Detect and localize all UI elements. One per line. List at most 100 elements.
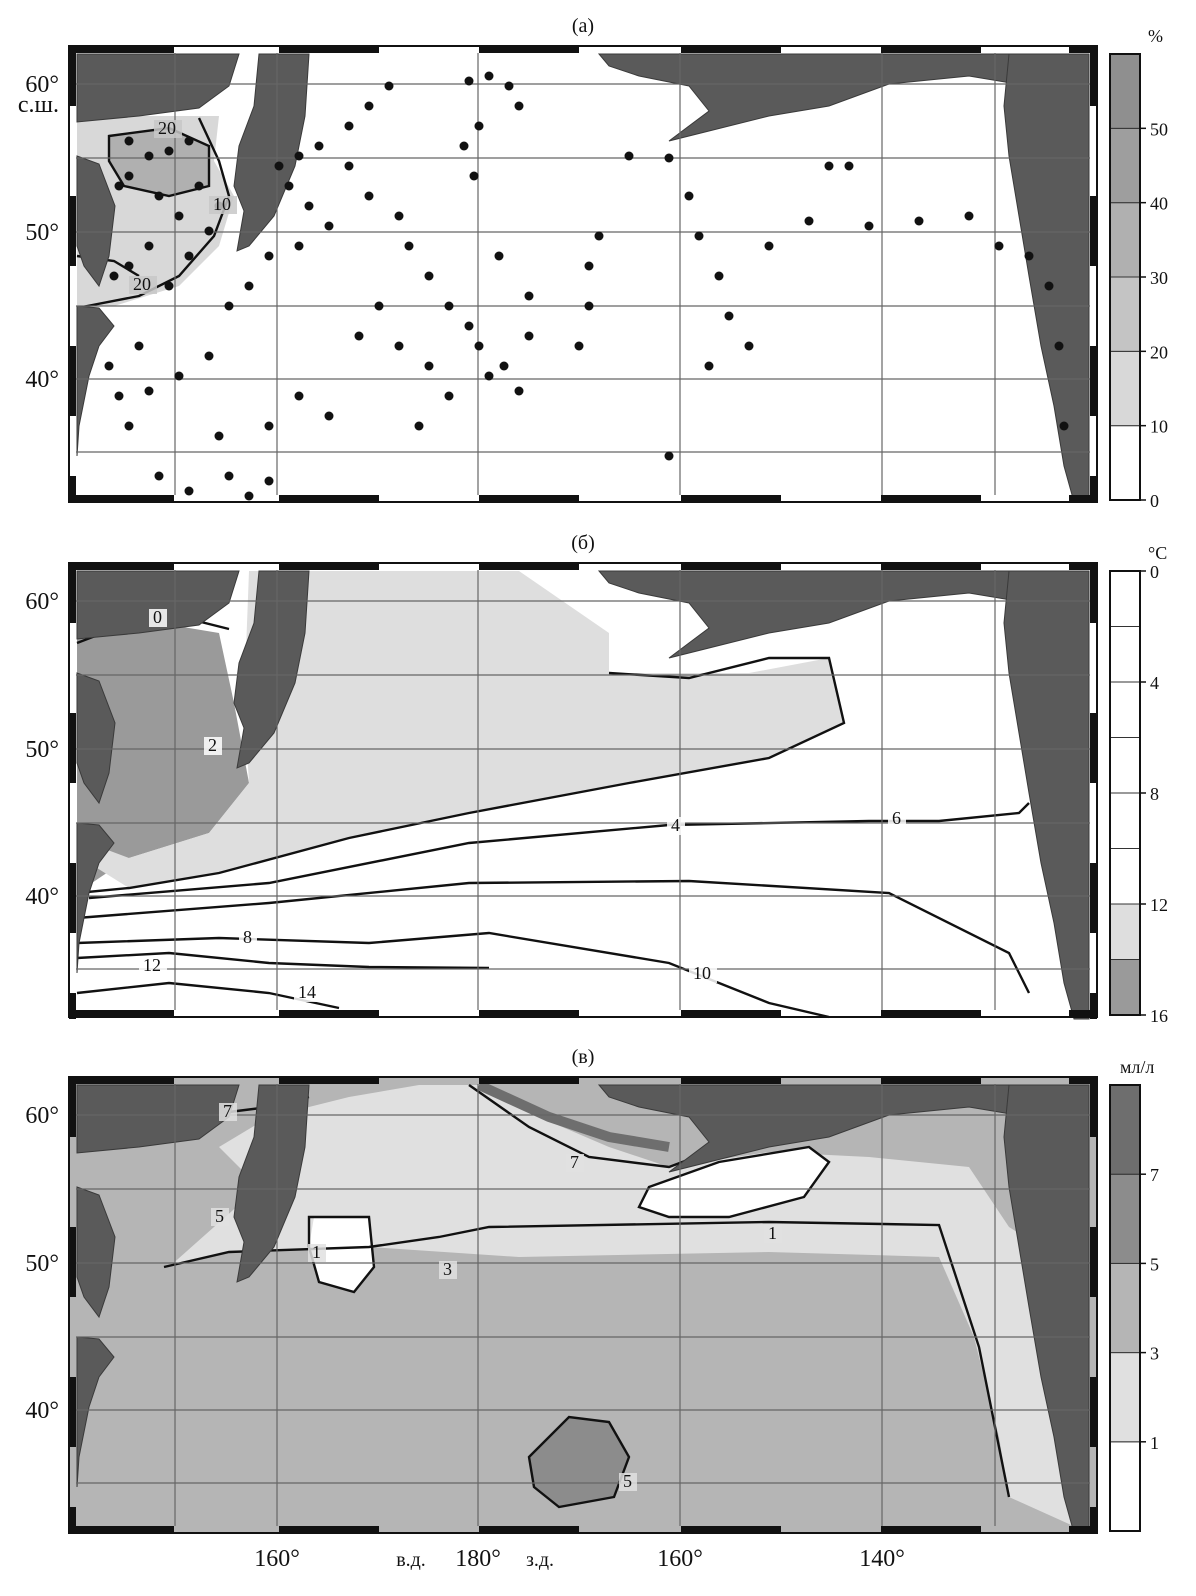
- land-kamchatka: [233, 1084, 310, 1283]
- station-dot: [584, 301, 594, 311]
- station-dot: [394, 341, 404, 351]
- station-dot: [284, 181, 294, 191]
- station-dot: [624, 151, 634, 161]
- legend-a: 0 10 20 30 40 50%: [1109, 26, 1168, 511]
- shading-lt1-west: [309, 1217, 374, 1292]
- lat-label: 40°: [25, 884, 59, 910]
- station-dot: [574, 341, 584, 351]
- station-dot: [274, 161, 284, 171]
- contour-label: 3: [443, 1259, 452, 1279]
- station-dot: [184, 486, 194, 496]
- legend-swatch: [1109, 127, 1141, 204]
- station-dot: [664, 153, 674, 163]
- station-dot: [264, 476, 274, 486]
- station-dot: [704, 361, 714, 371]
- land-japan: [76, 822, 115, 974]
- station-dot: [174, 211, 184, 221]
- contour-label: 0: [153, 607, 162, 627]
- station-dot: [684, 191, 694, 201]
- lat-label: 60°: [25, 72, 59, 98]
- station-dot: [144, 386, 154, 396]
- station-dot: [204, 226, 214, 236]
- lon-label: в.д.: [396, 1549, 426, 1571]
- legend-tick-label: 4: [1150, 673, 1159, 693]
- contour-label: 12: [143, 955, 161, 975]
- station-dot: [664, 451, 674, 461]
- lat-label: 40°: [25, 367, 59, 393]
- shading-gt5: [529, 1417, 629, 1507]
- land-asiaNW: [76, 53, 240, 123]
- station-dot: [494, 251, 504, 261]
- station-dot: [524, 331, 534, 341]
- station-dot: [804, 216, 814, 226]
- station-dot: [469, 171, 479, 181]
- legend-swatch: [1109, 959, 1141, 1016]
- contour-label: 20: [158, 118, 176, 138]
- station-dot: [744, 341, 754, 351]
- lat-label: 60°: [25, 589, 59, 615]
- legend-tick-label: 50: [1150, 119, 1168, 139]
- station-dot: [194, 181, 204, 191]
- station-dot: [414, 421, 424, 431]
- legend-tick-label: 0: [1150, 491, 1159, 511]
- legend-swatch: [1109, 1441, 1141, 1532]
- legend-swatch: [1109, 681, 1141, 738]
- station-dot: [1024, 251, 1034, 261]
- station-dot: [1044, 281, 1054, 291]
- land-asiaNW: [76, 1084, 240, 1154]
- lon-label: з.д.: [526, 1549, 554, 1571]
- land-sakhalin: [76, 1186, 116, 1319]
- station-dot: [584, 261, 594, 271]
- station-dot: [464, 76, 474, 86]
- station-dot: [504, 81, 514, 91]
- contour-label: 20: [133, 274, 151, 294]
- shading-0-2: [77, 623, 249, 893]
- lat-label: 50°: [25, 220, 59, 246]
- station-dot: [244, 281, 254, 291]
- station-dot: [1054, 341, 1064, 351]
- isoline-1-east: [637, 1145, 831, 1219]
- land-sakhalin: [76, 155, 116, 288]
- station-dot: [964, 211, 974, 221]
- station-dot: [104, 361, 114, 371]
- station-dot: [474, 341, 484, 351]
- legend-tick-label: 3: [1150, 1344, 1159, 1364]
- map-border: [68, 45, 1098, 503]
- isoline-3: [163, 1220, 1011, 1498]
- lon-label: 160°: [254, 1546, 300, 1572]
- station-dot: [484, 71, 494, 81]
- contour-label: 14: [298, 982, 316, 1002]
- legend-b: 0 4 8 12 16 °C: [1109, 543, 1168, 1026]
- station-dot: [724, 311, 734, 321]
- land-westcoast: [1003, 53, 1090, 503]
- legend-swatch: [1109, 425, 1141, 501]
- legend-swatch: [1109, 903, 1141, 960]
- legend-swatch: [1109, 626, 1141, 683]
- station-dot: [474, 121, 484, 131]
- station-dot: [764, 241, 774, 251]
- legend-tick-label: 1: [1150, 1433, 1159, 1453]
- isoline-10: [76, 931, 830, 1019]
- map-border: [68, 562, 1098, 1019]
- contour-label: 5: [623, 1471, 632, 1491]
- lat-label: с.ш.: [18, 92, 59, 118]
- map-panel-c: 7 7 5 1 1 3 5 (в) 60° 50° 40°: [25, 1046, 1098, 1534]
- legend-c: 1 3 5 7 мл/л: [1109, 1057, 1159, 1532]
- legend-unit: мл/л: [1120, 1057, 1154, 1077]
- contour-label: 7: [570, 1152, 579, 1172]
- station-dot: [224, 301, 234, 311]
- station-dot: [1059, 421, 1069, 431]
- station-dot: [264, 421, 274, 431]
- station-dot: [174, 371, 184, 381]
- station-dot: [164, 281, 174, 291]
- station-dot: [514, 386, 524, 396]
- legend-tick-label: 40: [1150, 194, 1168, 214]
- legend-tick-label: 5: [1150, 1254, 1159, 1274]
- legend-swatch: [1109, 570, 1141, 627]
- shading-20-30: [109, 128, 209, 196]
- land-sakhalin: [76, 672, 116, 805]
- station-dot: [134, 341, 144, 351]
- panel-label-c: (в): [572, 1046, 595, 1068]
- isoline-8: [76, 879, 1031, 994]
